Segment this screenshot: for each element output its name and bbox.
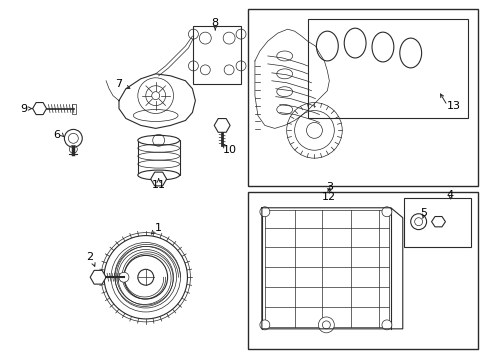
Ellipse shape — [138, 135, 179, 145]
Text: 5: 5 — [420, 208, 427, 218]
Text: 9: 9 — [20, 104, 27, 113]
Text: 7: 7 — [116, 79, 122, 89]
Circle shape — [411, 214, 427, 230]
Polygon shape — [151, 172, 167, 186]
Text: 3: 3 — [326, 182, 333, 192]
Circle shape — [104, 235, 188, 319]
Circle shape — [382, 320, 392, 330]
Circle shape — [101, 233, 191, 322]
Circle shape — [64, 129, 82, 147]
Bar — [248, 192, 478, 349]
Circle shape — [318, 317, 334, 333]
Text: 6: 6 — [53, 130, 60, 140]
Text: 10: 10 — [223, 145, 237, 155]
Polygon shape — [432, 216, 445, 227]
Ellipse shape — [138, 170, 179, 180]
Circle shape — [119, 272, 129, 282]
Text: 13: 13 — [446, 100, 461, 111]
Bar — [138, 140, 179, 175]
Bar — [308, 19, 468, 118]
Bar — [404, 198, 471, 247]
Text: 1: 1 — [155, 222, 162, 233]
Text: 12: 12 — [322, 192, 337, 202]
Polygon shape — [90, 270, 106, 284]
Polygon shape — [262, 208, 403, 329]
Text: 8: 8 — [212, 18, 219, 28]
Bar — [194, 26, 241, 84]
Circle shape — [382, 207, 392, 217]
Text: 11: 11 — [152, 180, 166, 190]
Circle shape — [260, 207, 270, 217]
Polygon shape — [214, 118, 230, 132]
Circle shape — [138, 269, 154, 285]
Circle shape — [260, 320, 270, 330]
Polygon shape — [119, 74, 196, 129]
Bar — [73, 104, 76, 113]
Text: 2: 2 — [86, 252, 93, 262]
Text: 4: 4 — [447, 190, 454, 200]
Bar — [248, 9, 478, 186]
Polygon shape — [33, 103, 47, 114]
